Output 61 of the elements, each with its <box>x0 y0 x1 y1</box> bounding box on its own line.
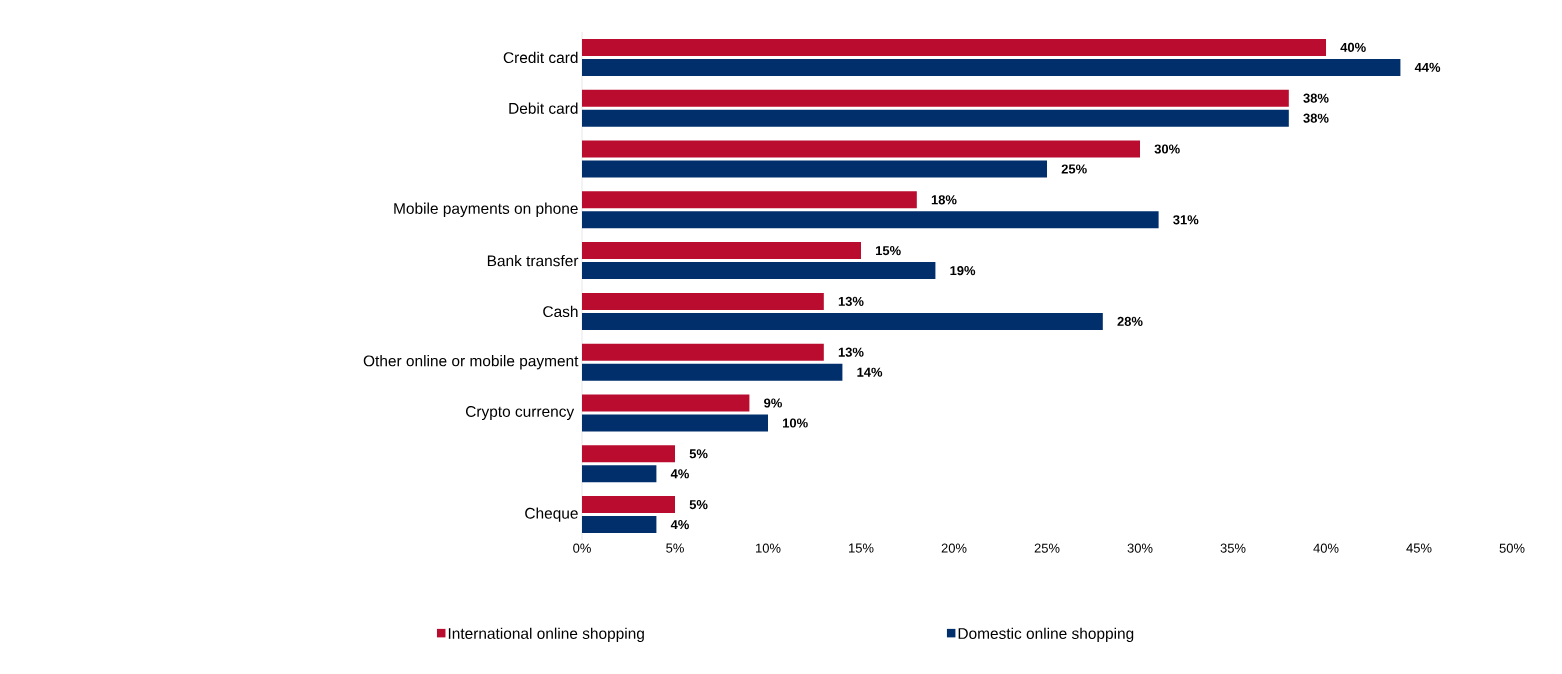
bar <box>582 394 750 412</box>
bar <box>582 445 675 463</box>
y-tick-label: Debit card <box>509 102 578 114</box>
data-label: 38% <box>1303 113 1329 123</box>
bar <box>582 343 824 361</box>
y-tick-label: Mobile payments on phone <box>394 202 578 217</box>
data-label: 31% <box>1173 215 1199 225</box>
bar <box>582 191 917 209</box>
data-label: 25% <box>1061 164 1087 174</box>
y-tick-label: Cash <box>543 305 578 318</box>
data-label: 30% <box>1154 144 1180 154</box>
bar <box>582 160 1048 178</box>
x-tick-label: 5% <box>666 543 684 553</box>
data-label: 28% <box>1117 316 1143 326</box>
bar <box>582 89 1289 107</box>
data-label: 13% <box>838 296 864 306</box>
bar <box>582 109 1289 127</box>
bar <box>582 140 1141 158</box>
x-tick-label: 50% <box>1499 543 1525 553</box>
y-tick-label: Credit card <box>503 51 578 64</box>
bar <box>582 465 657 483</box>
bar <box>582 496 675 514</box>
bar <box>582 38 1327 56</box>
bar <box>582 414 769 432</box>
bar <box>582 242 862 260</box>
data-label: 13% <box>838 347 864 357</box>
x-tick-label: 40% <box>1313 543 1339 553</box>
data-label: 14% <box>857 367 883 377</box>
bar <box>582 58 1401 76</box>
data-label: 44% <box>1414 62 1441 72</box>
x-tick-label: 10% <box>756 543 781 553</box>
data-label: 10% <box>783 418 808 428</box>
data-label: 5% <box>689 449 708 459</box>
data-label: 19% <box>950 266 976 276</box>
x-tick-label: 35% <box>1220 543 1246 553</box>
x-tick-label: 0% <box>573 543 591 553</box>
data-label: 9% <box>764 398 782 408</box>
y-tick-label: Crypto currency <box>465 406 575 420</box>
data-label: 18% <box>931 195 957 205</box>
y-tick-label: Bank transfer <box>487 254 579 267</box>
bar <box>582 292 824 310</box>
data-label: 15% <box>876 246 901 256</box>
data-label: 4% <box>670 469 689 479</box>
data-label: 40% <box>1340 42 1366 52</box>
x-tick-label: 25% <box>1034 543 1060 553</box>
y-tick-label: Cheque <box>525 507 578 522</box>
bar <box>582 312 1103 330</box>
data-label: 38% <box>1303 93 1329 103</box>
x-tick-label: 15% <box>849 543 874 553</box>
x-tick-label: 30% <box>1127 543 1153 553</box>
legend-label: International online shopping <box>448 627 644 643</box>
bar <box>582 516 657 534</box>
bar <box>582 262 936 280</box>
legend-label: Domestic online shopping <box>958 627 1134 643</box>
bar <box>582 211 1159 229</box>
x-tick-label: 45% <box>1406 543 1432 553</box>
data-label: 5% <box>689 500 708 510</box>
x-tick-label: 20% <box>941 543 967 553</box>
data-label: 4% <box>670 520 689 530</box>
bar <box>582 363 843 381</box>
y-tick-label: Other online or mobile payment <box>363 355 579 370</box>
